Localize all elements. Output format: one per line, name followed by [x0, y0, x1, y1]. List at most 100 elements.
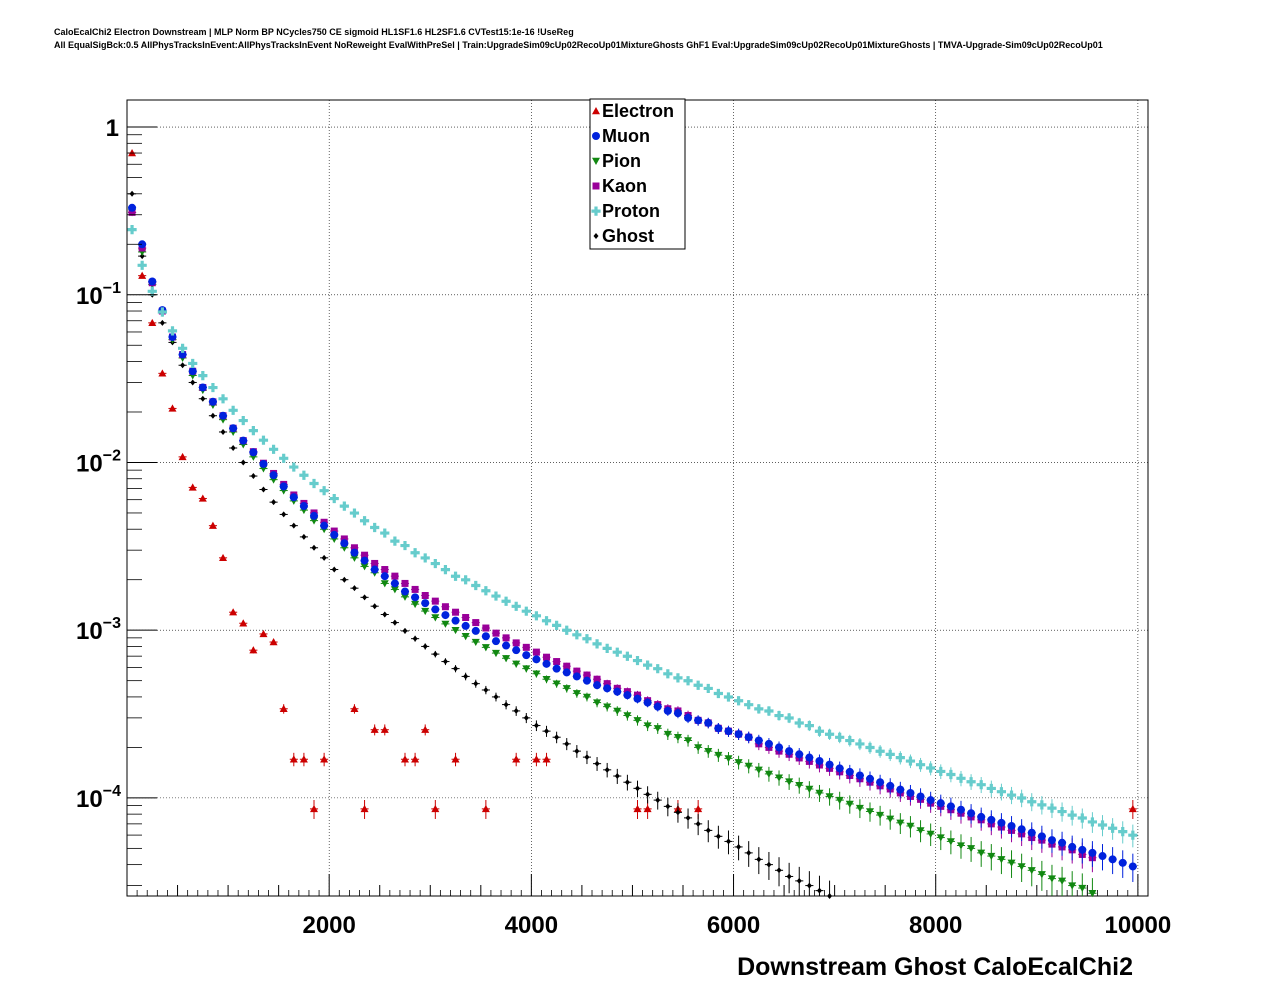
data-point: [966, 777, 976, 787]
data-point: [602, 643, 612, 653]
data-point: [785, 747, 794, 756]
data-point: [1058, 877, 1067, 885]
data-point: [572, 630, 582, 640]
data-point: [522, 651, 531, 660]
data-point: [926, 796, 935, 805]
data-point: [794, 718, 804, 728]
data-point: [986, 783, 996, 794]
data-point: [451, 626, 460, 635]
data-point: [198, 494, 207, 502]
data-point: [987, 815, 996, 824]
data-point: [542, 755, 551, 763]
data-point: [1068, 882, 1077, 890]
x-tick-label: 4000: [505, 912, 558, 939]
data-point: [370, 725, 379, 733]
data-point: [138, 271, 147, 279]
legend-marker: [592, 182, 600, 190]
data-point: [814, 726, 825, 736]
data-point: [178, 452, 187, 461]
data-point: [380, 528, 390, 538]
data-point: [269, 471, 278, 480]
data-point: [582, 676, 591, 685]
data-point: [804, 721, 814, 731]
data-point: [411, 600, 420, 609]
data-point: [694, 716, 703, 725]
legend-item-muon: Muon: [592, 126, 650, 146]
data-point: [764, 770, 773, 778]
data-point: [764, 706, 774, 716]
data-point: [320, 755, 329, 763]
data-point: [147, 286, 157, 296]
data-point: [746, 849, 752, 856]
data-point: [562, 668, 571, 677]
data-point: [805, 753, 814, 762]
data-point: [391, 572, 399, 580]
data-point: [795, 782, 804, 790]
data-point: [936, 799, 945, 808]
data-point: [249, 646, 258, 654]
data-point: [521, 606, 531, 616]
data-point: [796, 877, 802, 884]
data-point: [663, 706, 672, 715]
data-point: [724, 755, 733, 763]
data-point: [1088, 848, 1097, 857]
data-point: [1027, 797, 1037, 807]
data-point: [684, 713, 693, 722]
data-point: [1057, 806, 1067, 817]
data-point: [1027, 828, 1036, 837]
data-point: [341, 576, 347, 583]
legend-item-proton: Proton: [591, 201, 660, 221]
data-point: [855, 739, 865, 749]
data-point: [977, 849, 986, 857]
data-point: [452, 608, 460, 616]
data-point: [987, 852, 996, 861]
data-point: [1128, 830, 1138, 840]
data-point: [866, 774, 875, 783]
data-point: [703, 683, 713, 694]
data-point: [281, 511, 287, 518]
data-point: [1037, 871, 1046, 879]
data-point: [815, 756, 824, 765]
data-point: [653, 725, 662, 733]
data-point: [593, 681, 602, 690]
data-point: [977, 812, 986, 821]
legend-item-pion: Pion: [592, 151, 641, 171]
legend-marker: [592, 132, 600, 140]
data-point: [593, 675, 601, 683]
data-point: [866, 808, 875, 816]
data-point: [481, 632, 490, 641]
data-point: [613, 707, 622, 715]
data-point: [239, 436, 248, 445]
data-point: [471, 638, 480, 647]
data-point: [574, 748, 580, 755]
data-point: [946, 838, 955, 846]
data-point: [349, 508, 360, 518]
data-point: [1017, 825, 1026, 834]
data-point: [481, 586, 491, 596]
data-point: [390, 586, 399, 594]
data-point: [431, 597, 439, 605]
data-point: [593, 699, 602, 707]
data-point: [623, 712, 632, 720]
data-point: [886, 781, 895, 790]
data-point: [188, 367, 197, 376]
data-point: [1047, 836, 1056, 845]
series-proton: [127, 225, 1138, 848]
data-point: [1128, 804, 1137, 813]
data-point: [532, 655, 541, 664]
data-point: [492, 629, 500, 637]
data-point: [603, 680, 611, 688]
data-point: [532, 670, 541, 678]
x-tick-label: 6000: [707, 912, 760, 939]
data-point: [1108, 823, 1118, 833]
data-point: [400, 540, 410, 551]
series-muon: [128, 203, 1137, 883]
data-point: [330, 530, 339, 539]
data-point: [229, 424, 238, 433]
data-point: [410, 548, 420, 558]
data-point: [228, 405, 238, 415]
data-point: [1006, 790, 1017, 800]
data-point: [886, 815, 895, 823]
data-point: [259, 459, 268, 468]
